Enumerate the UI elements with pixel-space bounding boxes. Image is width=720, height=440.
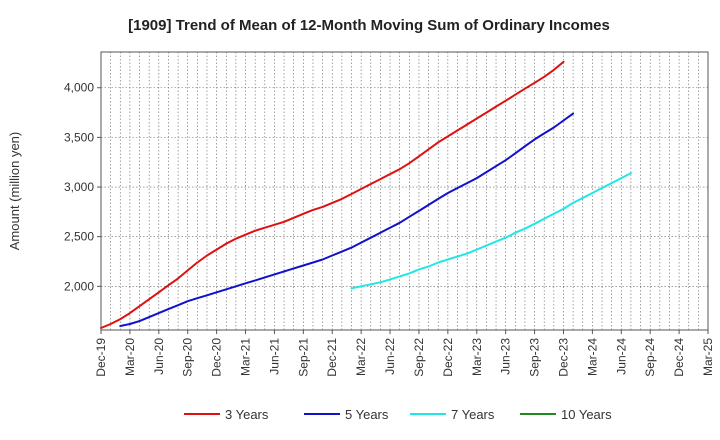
x-tick-label: Mar-21 bbox=[239, 338, 253, 376]
x-tick-label: Sep-23 bbox=[528, 338, 542, 377]
series-line-5-years bbox=[119, 112, 575, 327]
x-tick-label: Mar-20 bbox=[123, 338, 137, 376]
plot-background bbox=[101, 52, 708, 330]
plot-area bbox=[101, 52, 708, 330]
y-tick-label: 3,000 bbox=[64, 180, 94, 194]
plot-frame bbox=[100, 51, 709, 331]
y-tick-label: 2,000 bbox=[64, 279, 94, 293]
x-tick-label: Dec-22 bbox=[441, 338, 455, 377]
y-axis-label: Amount (million yen) bbox=[7, 132, 22, 251]
y-tick-label: 3,500 bbox=[64, 130, 94, 144]
y-axis: 2,000 2,500 3,000 3,500 4,000 bbox=[64, 81, 101, 293]
x-tick-label: Jun-22 bbox=[383, 338, 397, 375]
x-axis: Dec-19 Mar-20 Jun-20 Sep-20 Dec-20 Mar-21 Jun-… bbox=[94, 330, 715, 377]
x-tick-label: Jun-20 bbox=[152, 338, 166, 375]
y-tick-label: 4,000 bbox=[64, 81, 94, 95]
legend-label-10-years: 10 Years bbox=[561, 407, 612, 422]
x-tick-label: Sep-21 bbox=[296, 338, 310, 377]
x-tick-label: Dec-24 bbox=[672, 338, 686, 377]
x-tick-label: Mar-22 bbox=[354, 338, 368, 376]
x-tick-label: Dec-19 bbox=[94, 338, 108, 377]
x-tick-label: Jun-24 bbox=[614, 338, 628, 375]
series-line-3-years bbox=[100, 60, 565, 329]
x-tick-label: Jun-23 bbox=[499, 338, 513, 375]
legend: 3 Years 5 Years 7 Years 10 Years bbox=[184, 407, 612, 422]
x-tick-label: Mar-23 bbox=[470, 338, 484, 376]
series-line-7-years bbox=[350, 172, 632, 290]
x-tick-label: Sep-22 bbox=[412, 338, 426, 377]
series-lines bbox=[100, 60, 632, 329]
x-tick-label: Mar-24 bbox=[585, 338, 599, 376]
legend-label-3-years: 3 Years bbox=[225, 407, 269, 422]
chart-title: [1909] Trend of Mean of 12-Month Moving … bbox=[128, 17, 610, 34]
legend-label-5-years: 5 Years bbox=[345, 407, 389, 422]
grid-lines bbox=[101, 52, 708, 330]
x-tick-label: Dec-23 bbox=[556, 338, 570, 377]
x-tick-label: Dec-21 bbox=[325, 338, 339, 377]
x-tick-label: Sep-24 bbox=[643, 338, 657, 377]
x-tick-label: Sep-20 bbox=[181, 338, 195, 377]
legend-label-7-years: 7 Years bbox=[451, 407, 495, 422]
x-tick-label: Mar-25 bbox=[701, 338, 715, 376]
x-tick-label: Jun-21 bbox=[267, 338, 281, 375]
y-tick-label: 2,500 bbox=[64, 230, 94, 244]
x-tick-label: Dec-20 bbox=[210, 338, 224, 377]
